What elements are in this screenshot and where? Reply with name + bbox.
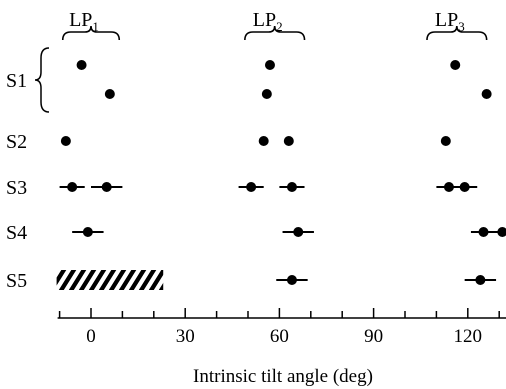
lp-groups: LP1 LP2 LP3 (61, 9, 488, 41)
x-tick-label: 0 (86, 326, 96, 347)
x-tick-label: 30 (176, 326, 195, 347)
data-point (475, 275, 486, 285)
data-point (286, 182, 297, 192)
lp-bracket (244, 25, 306, 41)
lp-label: LP2 (253, 9, 283, 34)
data-points (59, 60, 506, 285)
data-point (60, 136, 71, 146)
lp-label: LP3 (435, 9, 465, 34)
row-labels: S1 S2 S3 S4 S5 (6, 47, 50, 292)
row-label: S4 (6, 222, 27, 244)
lp-label: LP1 (69, 9, 99, 34)
data-point (450, 60, 461, 70)
x-tick-label: 60 (270, 326, 289, 347)
hatched-region (56, 270, 164, 290)
row-label: S2 (6, 131, 27, 153)
row-label: S1 (6, 70, 27, 92)
data-point (443, 182, 454, 192)
data-point (264, 60, 275, 70)
data-point (440, 136, 451, 146)
lp-bracket (61, 25, 121, 41)
data-point (497, 227, 506, 237)
data-point (459, 182, 470, 192)
x-tick-label: 120 (454, 326, 483, 347)
row-label: S3 (6, 177, 27, 199)
data-point (76, 60, 87, 70)
data-point (258, 136, 269, 146)
data-point (481, 89, 492, 99)
data-point (478, 227, 489, 237)
s1-brace (34, 47, 50, 113)
data-point (67, 182, 78, 192)
row-label: S5 (6, 270, 27, 292)
data-point (286, 275, 297, 285)
x-tick-label: 90 (364, 326, 383, 347)
x-axis-label: Intrinsic tilt angle (deg) (193, 366, 373, 387)
data-point (283, 136, 294, 146)
data-point (261, 89, 272, 99)
data-point (246, 182, 257, 192)
data-point (293, 227, 304, 237)
data-point (101, 182, 112, 192)
lp-bracket (426, 25, 488, 41)
data-point (82, 227, 93, 237)
data-point (104, 89, 115, 99)
x-axis: 0 30 60 90 120 (57, 308, 506, 347)
hatched-regions (56, 270, 164, 290)
